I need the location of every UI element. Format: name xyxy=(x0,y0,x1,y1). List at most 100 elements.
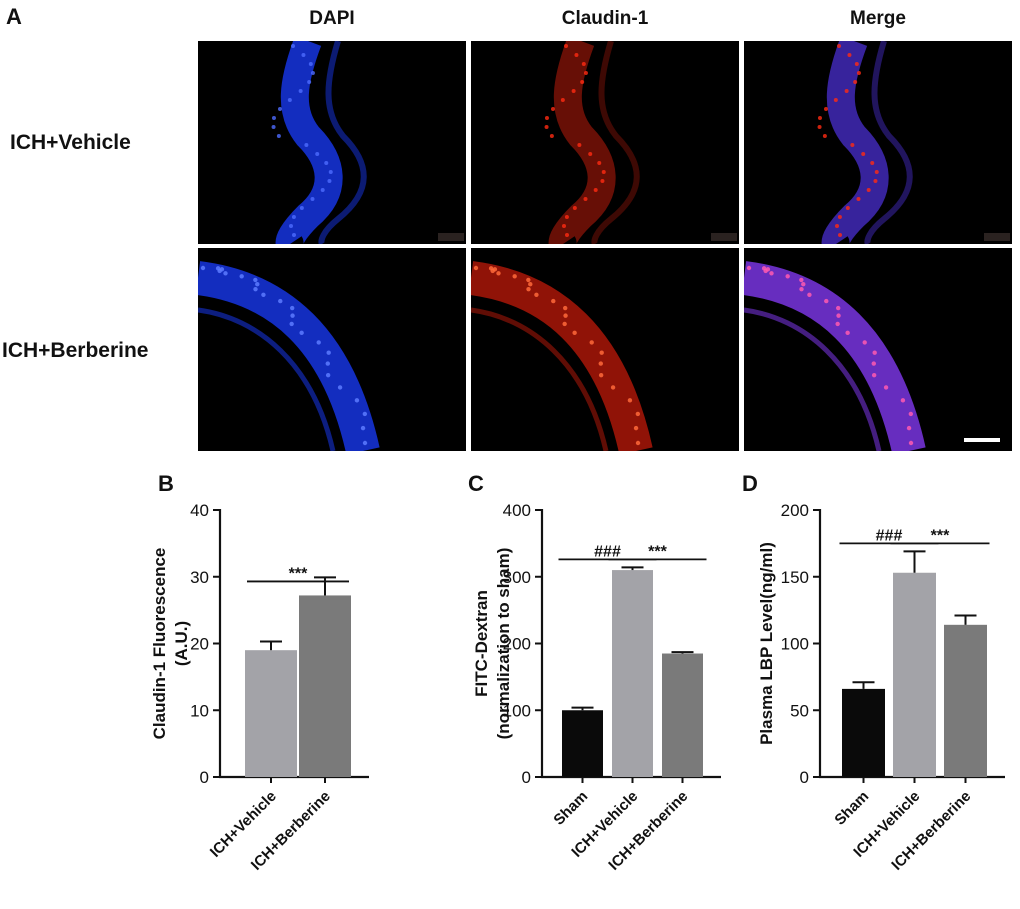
y-tick-label: 200 xyxy=(781,501,809,520)
bar xyxy=(562,710,603,777)
y-axis-label: Plasma LBP Level(ng/ml) xyxy=(757,542,776,745)
tissue-crypt xyxy=(299,206,304,210)
y-tick-label: 100 xyxy=(503,701,531,720)
tissue-crypt xyxy=(799,286,804,292)
tissue-crypt xyxy=(583,71,588,75)
tissue-crypt xyxy=(534,292,539,297)
tissue-band xyxy=(817,41,913,244)
y-tick-label: 50 xyxy=(790,701,809,720)
tissue-crypt xyxy=(301,53,306,57)
tissue-mucosa xyxy=(275,41,343,244)
tissue-crypt xyxy=(287,98,292,102)
tissue-crypt xyxy=(823,107,828,111)
bar xyxy=(299,595,351,777)
tissue-crypt xyxy=(551,298,556,304)
micrograph-vehicle-dapi xyxy=(198,41,466,244)
tissue-crypt xyxy=(291,215,296,219)
bar xyxy=(944,624,987,777)
tissue-crypt xyxy=(544,125,549,129)
tissue-crypt xyxy=(200,265,206,271)
tissue-crypt xyxy=(635,440,641,446)
tissue-crypt xyxy=(817,116,822,120)
tissue-mucosa xyxy=(548,41,616,244)
tissue-crypt xyxy=(870,161,875,165)
tissue-crypt xyxy=(601,170,606,174)
tissue-crypt xyxy=(598,361,603,366)
bar xyxy=(612,570,653,777)
bar xyxy=(662,653,703,777)
scale-bar xyxy=(964,438,1000,442)
significance-label: *** xyxy=(648,543,667,560)
tissue-crypt xyxy=(473,265,479,271)
bar xyxy=(842,688,885,777)
y-tick-label: 10 xyxy=(190,701,209,720)
tissue-crypt xyxy=(291,233,296,237)
tissue-crypt xyxy=(871,372,877,378)
tissue-mucosa xyxy=(744,261,926,451)
tissue-crypt xyxy=(291,44,295,48)
tissue-muscle-layer xyxy=(198,307,336,451)
tissue-band xyxy=(744,261,926,451)
tissue-crypt xyxy=(835,224,840,228)
tissue-crypt xyxy=(856,71,861,75)
y-axis-label-secondary: (normalization to sham) xyxy=(494,548,513,740)
tissue-crypt xyxy=(289,305,295,311)
micrograph-vehicle-merge xyxy=(744,41,1012,244)
tissue-crypt xyxy=(315,152,320,156)
tissue-crypt xyxy=(837,233,842,237)
y-tick-label: 100 xyxy=(781,635,809,654)
y-tick-label: 20 xyxy=(190,635,209,654)
tissue-crypt xyxy=(308,62,313,66)
scale-bar-placeholder xyxy=(984,233,1010,241)
tissue-crypt xyxy=(866,188,871,192)
tissue-mucosa xyxy=(821,41,889,244)
tissue-crypt xyxy=(593,188,598,192)
tissue-crypt xyxy=(807,292,812,297)
y-tick-label: 0 xyxy=(800,768,809,787)
tissue-crypt xyxy=(871,361,876,366)
tissue-crypt xyxy=(325,372,331,378)
y-tick-label: 0 xyxy=(522,768,531,787)
tissue-crypt xyxy=(874,170,879,174)
tissue-muscle-layer xyxy=(864,41,913,244)
tissue-crypt xyxy=(563,313,568,318)
tissue-crypt xyxy=(271,116,276,120)
tissue-crypt xyxy=(746,265,752,271)
tissue-crypt xyxy=(580,80,585,84)
tissue-crypt xyxy=(581,62,586,66)
tissue-crypt xyxy=(289,321,294,327)
column-header-merge: Merge xyxy=(850,8,906,29)
tissue-crypt xyxy=(824,298,829,304)
tissue-band xyxy=(544,41,640,244)
tissue-mucosa xyxy=(471,261,653,451)
tissue-crypt xyxy=(328,170,333,174)
tissue-crypt xyxy=(325,361,330,366)
tissue-crypt xyxy=(801,282,806,287)
tissue-crypt xyxy=(763,268,768,274)
tissue-crypt xyxy=(862,340,867,345)
tissue-crypt xyxy=(850,143,855,147)
tissue-band xyxy=(471,261,653,451)
tissue-crypt xyxy=(908,440,914,446)
y-axis-label: Claudin-1 Fluorescence xyxy=(150,548,169,740)
tissue-crypt xyxy=(217,268,222,274)
tissue-crypt xyxy=(872,350,877,355)
tissue-crypt xyxy=(337,385,343,390)
tissue-crypt xyxy=(304,143,309,147)
tissue-crypt xyxy=(633,425,639,431)
y-tick-label: 200 xyxy=(503,635,531,654)
tissue-crypt xyxy=(562,224,567,228)
tissue-crypt xyxy=(837,215,842,219)
tissue-crypt xyxy=(835,321,840,327)
tissue-crypt xyxy=(883,385,889,390)
tissue-crypt xyxy=(560,98,565,102)
tissue-crypt xyxy=(512,274,517,279)
chart-c-fitc-dextran: 0 100 200 300 400 FITC-Dextran (normalization … xyxy=(472,501,721,874)
tissue-crypt xyxy=(854,62,859,66)
tissue-crypt xyxy=(320,188,325,192)
tissue-crypt xyxy=(853,80,858,84)
micrograph-vehicle-claudin xyxy=(471,41,739,244)
tissue-crypt xyxy=(562,321,567,327)
